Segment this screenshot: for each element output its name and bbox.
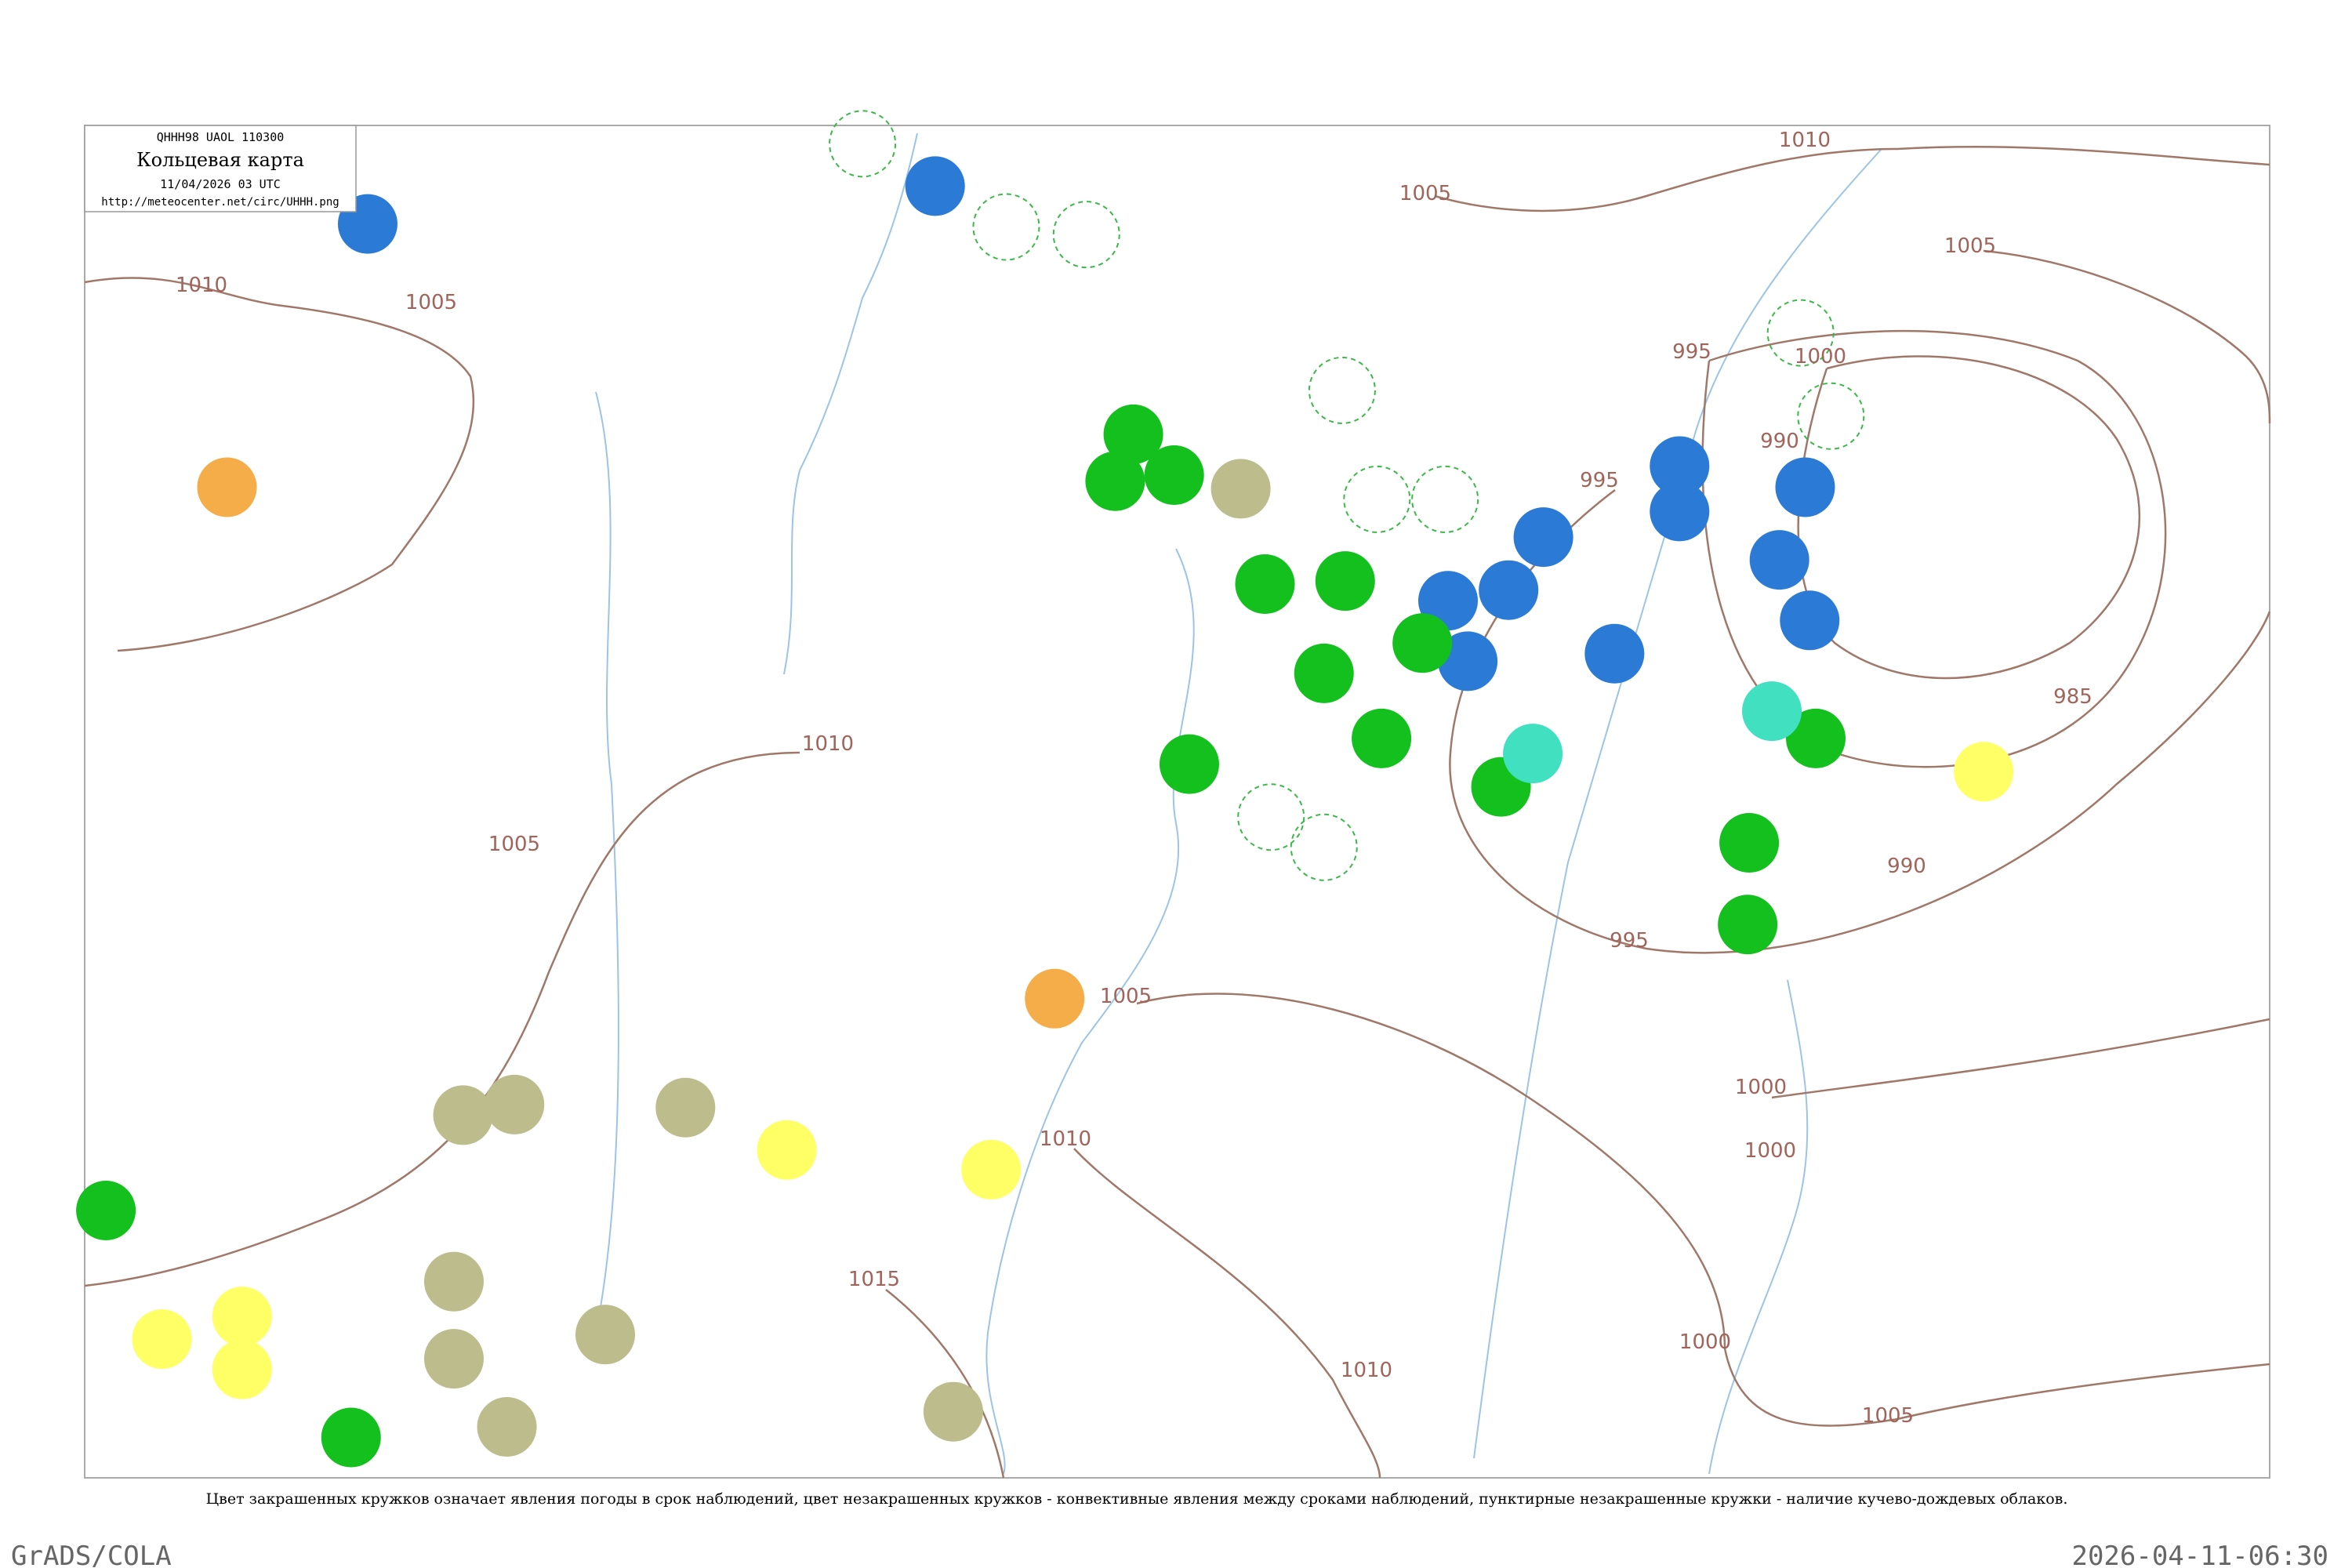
station-circle — [905, 156, 965, 216]
station-circle — [197, 457, 257, 517]
isobar-label: 995 — [1672, 340, 1711, 364]
station-circle — [1159, 734, 1219, 794]
station-circle — [424, 1251, 484, 1312]
station-circle — [424, 1329, 484, 1389]
station-circle — [1718, 895, 1778, 955]
isobar-label: 995 — [1580, 469, 1619, 492]
header-box — [84, 125, 357, 212]
station-circle — [1103, 404, 1163, 464]
cb-circle — [1052, 201, 1120, 269]
isobar-label: 1010 — [176, 274, 227, 297]
isobar-label: 1010 — [1779, 129, 1831, 152]
station-circle — [1650, 481, 1710, 542]
footer-left: GrADS/COLA — [11, 1541, 172, 1568]
isobar-label: 995 — [1610, 929, 1649, 953]
isobar-label: 1010 — [802, 732, 854, 756]
cb-circle — [972, 193, 1040, 261]
station-circle — [1085, 451, 1145, 511]
station-circle — [655, 1077, 716, 1138]
isobar-label: 990 — [1760, 430, 1799, 453]
station-circle — [1780, 590, 1840, 651]
isobar-label: 1005 — [488, 833, 540, 856]
isobar-label: 1000 — [1679, 1330, 1731, 1354]
station-circle — [1392, 613, 1453, 673]
cb-circle — [829, 110, 897, 178]
isobar-label: 1005 — [1399, 182, 1451, 205]
isobar-label: 1005 — [405, 291, 457, 314]
station-circle — [477, 1396, 537, 1457]
station-circle — [76, 1181, 136, 1240]
station-circle — [1513, 507, 1573, 568]
isobar-label: 1010 — [1040, 1127, 1091, 1151]
caption: Цвет закрашенных кружков означает явлени… — [206, 1490, 2068, 1508]
isobar-label: 1000 — [1735, 1076, 1787, 1099]
station-circle — [1479, 560, 1539, 620]
station-circle — [1025, 968, 1085, 1029]
station-circle — [961, 1139, 1022, 1200]
station-circle — [433, 1085, 493, 1145]
isobar-label: 1005 — [1944, 234, 1996, 258]
station-circle — [1294, 643, 1354, 703]
isobar-label: 1000 — [1744, 1139, 1796, 1163]
station-circle — [1650, 436, 1710, 496]
station-circle — [212, 1287, 272, 1347]
station-circle — [1954, 742, 2014, 802]
header-title: Кольцевая карта — [136, 149, 304, 171]
station-circle — [1786, 708, 1846, 768]
header-datetime: 11/04/2026 03 UTC — [160, 177, 281, 191]
isobar-label: 1010 — [1341, 1359, 1392, 1382]
cb-circle — [1797, 382, 1865, 450]
station-circle — [1210, 459, 1271, 519]
isobar-label: 1005 — [1862, 1404, 1914, 1428]
station-circle — [1235, 554, 1295, 614]
station-circle — [1438, 631, 1498, 691]
cb-circle — [1343, 465, 1411, 533]
cb-circle — [1308, 356, 1376, 424]
station-circle — [1584, 623, 1645, 684]
station-circle — [485, 1074, 545, 1134]
isobar-label: 1000 — [1795, 345, 1846, 368]
station-circle — [923, 1381, 983, 1442]
station-circle — [321, 1407, 381, 1468]
station-circle — [1315, 551, 1375, 612]
station-circle — [132, 1309, 192, 1370]
header-url: http://meteocenter.net/circ/UHHH.png — [101, 196, 339, 209]
map-frame — [84, 125, 2270, 1479]
cb-circle — [1290, 813, 1358, 881]
station-circle — [1719, 813, 1780, 873]
isobar-label: 985 — [2053, 685, 2092, 709]
isobar-label: 990 — [1887, 855, 1926, 878]
cb-circle — [1766, 299, 1835, 367]
footer-right: 2026-04-11-06:30 — [2071, 1541, 2328, 1568]
station-circle — [1775, 457, 1835, 517]
header-code: QHHH98 UAOL 110300 — [157, 130, 285, 144]
isobar-label: 1015 — [848, 1268, 900, 1291]
station-circle — [1144, 445, 1204, 506]
cb-circle — [1237, 783, 1305, 851]
station-circle — [1352, 708, 1412, 768]
station-circle — [575, 1305, 635, 1365]
station-circle — [1749, 530, 1809, 590]
isobar-labels: 1010 1005 1005 1000 995 990 995 985 990 995 1000 10… — [176, 129, 2092, 1428]
station-circle — [212, 1339, 272, 1399]
rivers — [595, 132, 1882, 1475]
cb-circle — [1411, 465, 1479, 533]
station-circle — [757, 1120, 817, 1180]
station-circle — [1742, 681, 1802, 742]
station-circles — [76, 110, 2014, 1468]
isobar-label: 1005 — [1100, 985, 1152, 1008]
station-circle — [1503, 724, 1563, 784]
